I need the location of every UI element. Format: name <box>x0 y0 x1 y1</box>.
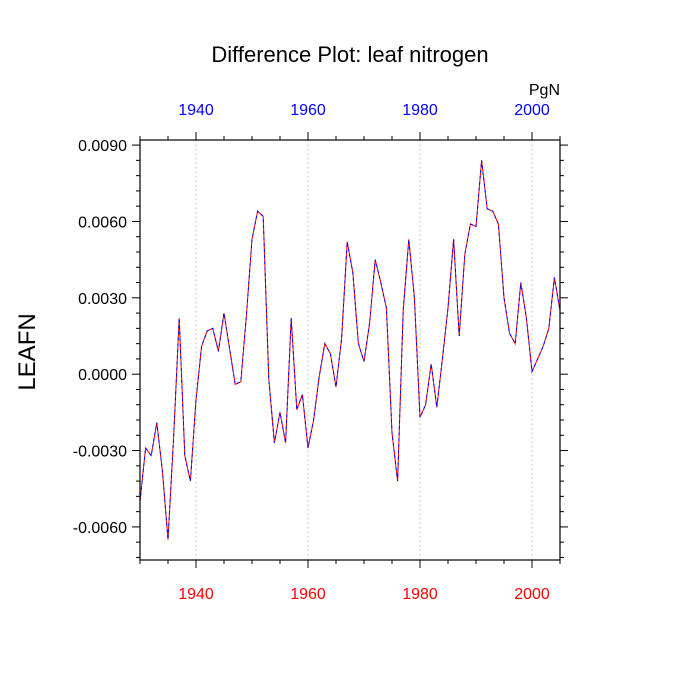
top-x-tick-label: 1940 <box>178 102 214 119</box>
series-group <box>139 160 561 540</box>
x-axis-top: 1940 1960 1980 2000 <box>139 102 561 140</box>
series-line-1 <box>139 160 561 540</box>
y-axis: -0.0060 -0.0030 0.0000 0.0030 0.0060 0.0090 <box>73 138 568 558</box>
chart-title: Difference Plot: leaf nitrogen <box>211 42 488 67</box>
y-axis-label: LEAFN <box>14 313 41 390</box>
top-x-tick-label: 2000 <box>514 102 550 119</box>
top-x-tick-label: 1980 <box>402 102 438 119</box>
plot-frame <box>139 139 561 561</box>
y-tick-label: 0.0090 <box>78 138 127 155</box>
y-tick-label: -0.0030 <box>73 444 127 461</box>
unit-label: PgN <box>529 82 560 99</box>
series-line-2 <box>139 160 561 540</box>
x-tick-label: 1980 <box>402 586 438 603</box>
x-axis-bottom: 1940 1960 1980 2000 <box>139 560 561 603</box>
x-tick-label: 1940 <box>178 586 214 603</box>
y-tick-label: 0.0060 <box>78 214 127 231</box>
y-tick-label: -0.0060 <box>73 520 127 537</box>
vertical-grid-lines <box>195 140 533 560</box>
x-tick-label: 1960 <box>290 586 326 603</box>
y-tick-label: 0.0000 <box>78 367 127 384</box>
x-tick-label: 2000 <box>514 586 550 603</box>
top-x-tick-label: 1960 <box>290 102 326 119</box>
y-tick-label: 0.0030 <box>78 291 127 308</box>
